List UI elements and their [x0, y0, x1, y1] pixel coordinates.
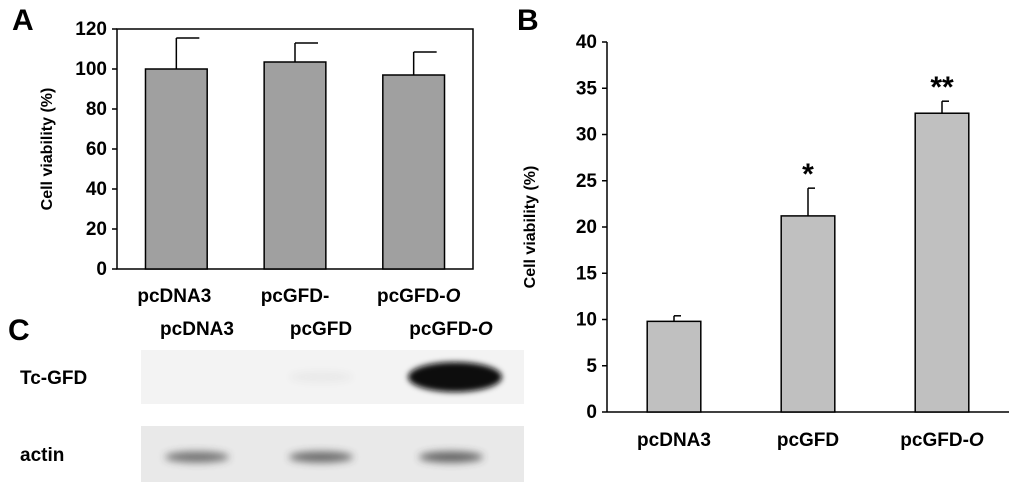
bar-pcgfd-o	[382, 74, 446, 270]
x-tick-label: pcGFD-O	[377, 286, 461, 307]
blot-band	[289, 371, 353, 383]
y-axis-label: Cell viability (%)	[39, 88, 56, 211]
x-tick-label: pcGFD-O	[900, 430, 984, 451]
bar-pcgfd	[780, 215, 836, 413]
y-tick-label: 15	[576, 263, 598, 284]
significance-mark: **	[930, 71, 954, 104]
lane-label: pcGFD-O	[409, 319, 493, 340]
lane-label: pcDNA3	[160, 319, 234, 340]
panel-letter-a: A	[12, 4, 34, 37]
y-tick-label: 30	[576, 125, 597, 146]
x-tick-label: pcDNA3	[137, 286, 211, 307]
y-tick-label: 120	[75, 19, 107, 40]
x-tick-label: pcGFD	[777, 430, 839, 451]
western-blot: pcDNA3 pcGFD pcGFD-O Tc-GFD actin	[20, 319, 524, 482]
bar-pcgfd	[263, 61, 327, 270]
y-tick-label: 5	[586, 356, 597, 377]
blot-band	[408, 362, 502, 392]
y-tick-label: 40	[86, 179, 107, 200]
bar-pcgfd-o	[914, 112, 970, 413]
y-axis-label: Cell viability (%)	[522, 166, 539, 289]
y-tick-label: 40	[576, 32, 597, 53]
y-tick-label: 20	[86, 219, 107, 240]
significance-mark: *	[802, 158, 814, 191]
x-tick-label: pcDNA3	[637, 430, 711, 451]
chart-b: 0 5 10 15 20 25 30 35 40 Cell viability (%) pcDNA3…	[522, 32, 1009, 451]
y-tick-label: 60	[86, 139, 107, 160]
blot-row-label: Tc-GFD	[20, 368, 87, 389]
blot-band	[289, 451, 353, 463]
y-tick-label: 0	[96, 259, 107, 280]
lane-label: pcGFD	[290, 319, 352, 340]
bar-pcdna3	[646, 320, 702, 413]
y-tick-label: 80	[86, 99, 107, 120]
y-tick-label: 10	[576, 310, 597, 331]
y-tick-label: 20	[576, 217, 597, 238]
blot-row-label: actin	[20, 445, 64, 466]
y-tick-label: 35	[576, 78, 598, 99]
y-tick-label: 100	[75, 59, 107, 80]
chart-a: 0 20 40 60 80 100 120 Cell viability (%) pcDNA3 p…	[39, 19, 474, 307]
y-tick-label: 0	[586, 402, 597, 423]
y-tick-label: 25	[576, 171, 598, 192]
panel-letter-b: B	[517, 4, 539, 37]
panel-letter-c: C	[8, 314, 30, 347]
blot-band	[419, 451, 483, 463]
bar-pcdna3	[144, 68, 208, 270]
blot-band	[165, 451, 229, 463]
x-tick-label: pcGFD-	[261, 286, 330, 307]
